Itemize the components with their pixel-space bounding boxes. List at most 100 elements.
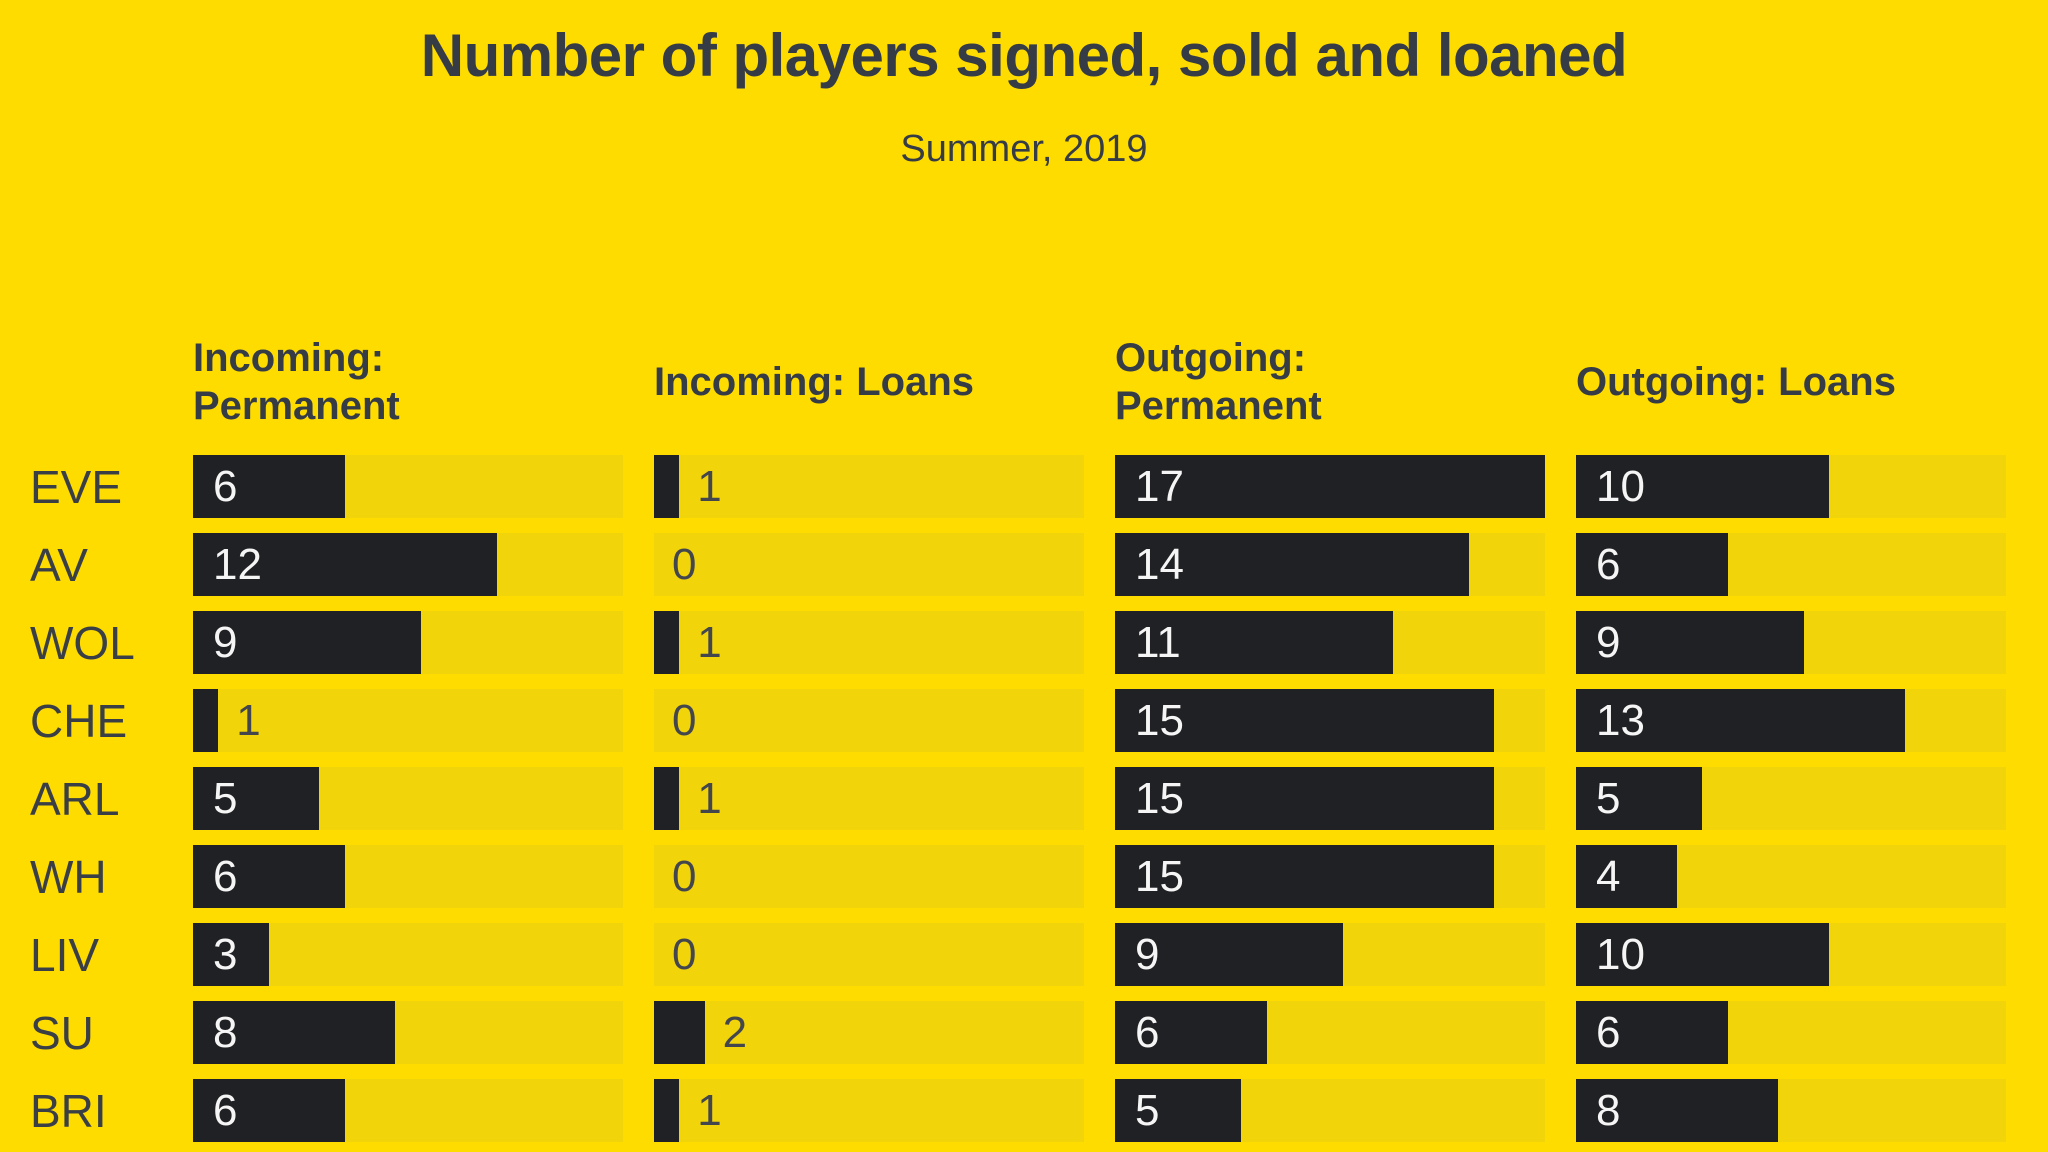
bar <box>193 533 497 596</box>
bar-track: 1 <box>654 611 1084 674</box>
bar-value-label: 0 <box>672 539 697 589</box>
bar <box>1115 923 1343 986</box>
bar-track: 2 <box>654 1001 1084 1064</box>
bar <box>193 1001 396 1064</box>
bar-track: 13 <box>1576 689 2006 752</box>
bar-value-label: 6 <box>213 1085 238 1135</box>
bar-track: 6 <box>1115 1001 1545 1064</box>
bar-value-label: 12 <box>213 539 262 589</box>
bar-track: 10 <box>1576 455 2006 518</box>
bar-track: 0 <box>654 923 1084 986</box>
chart-row: AV 12 0 14 6 <box>0 533 2048 596</box>
team-label: CHE <box>30 694 128 747</box>
chart-row: LIV 3 0 9 10 <box>0 923 2048 986</box>
team-label: EVE <box>30 460 123 513</box>
bar-track: 1 <box>654 455 1084 518</box>
column-header-outgoing-permanent: Outgoing: Permanent <box>1115 336 1322 428</box>
bar-value-label: 0 <box>672 695 697 745</box>
bar-track: 15 <box>1115 689 1545 752</box>
bar-track: 15 <box>1115 845 1545 908</box>
bar <box>1576 923 1829 986</box>
bar-track: 3 <box>193 923 623 986</box>
bar-track: 9 <box>1576 611 2006 674</box>
bar-value-label: 0 <box>672 929 697 979</box>
bar <box>193 455 345 518</box>
bar-value-label: 15 <box>1135 773 1184 823</box>
bar <box>1115 611 1394 674</box>
bar-value-label: 15 <box>1135 695 1184 745</box>
bar-track: 1 <box>654 767 1084 830</box>
bar-value-label: 6 <box>213 851 238 901</box>
column-header-incoming-loans: Incoming: Loans <box>654 360 974 404</box>
bar <box>654 1001 705 1064</box>
bar-value-label: 9 <box>213 617 238 667</box>
bar-value-label: 10 <box>1596 461 1645 511</box>
bar-value-label: 5 <box>213 773 238 823</box>
chart-row: EVE 6 1 17 10 <box>0 455 2048 518</box>
bar-track: 5 <box>1576 767 2006 830</box>
bar-track: 12 <box>193 533 623 596</box>
bar-value-label: 9 <box>1135 929 1160 979</box>
bar-value-label: 1 <box>697 461 722 511</box>
bar-value-label: 3 <box>213 929 238 979</box>
bar-value-label: 8 <box>213 1007 238 1057</box>
bar-value-label: 11 <box>1135 617 1181 667</box>
bar-value-label: 2 <box>722 1007 748 1057</box>
column-header-incoming-permanent: Incoming: Permanent <box>193 336 400 428</box>
bar-value-label: 17 <box>1135 461 1184 511</box>
chart-row: ARL 5 1 15 5 <box>0 767 2048 830</box>
bar <box>1576 845 1678 908</box>
bar-track: 9 <box>193 611 623 674</box>
bar <box>654 611 680 674</box>
bar-track: 9 <box>1115 923 1545 986</box>
bar-track: 6 <box>193 455 623 518</box>
chart-row: SU 8 2 6 6 <box>0 1001 2048 1064</box>
bar <box>654 455 680 518</box>
bar-track: 0 <box>654 533 1084 596</box>
bar-value-label: 1 <box>236 695 261 745</box>
bar-value-label: 13 <box>1596 695 1645 745</box>
bar-track: 6 <box>1576 1001 2006 1064</box>
bar <box>1115 533 1470 596</box>
team-label: WOL <box>30 616 135 669</box>
bar-track: 0 <box>654 689 1084 752</box>
bar-track: 1 <box>654 1079 1084 1142</box>
chart-row: WOL 9 1 11 9 <box>0 611 2048 674</box>
bar-track: 8 <box>193 1001 623 1064</box>
chart-rows: EVE 6 1 17 10 AV 12 0 14 6 WOL 9 1 11 9 CHE 1 0 15 13 ARL 5 1 1… <box>0 455 2048 1142</box>
team-label: ARL <box>30 772 120 825</box>
bar <box>1576 533 1728 596</box>
chart-row: WH 6 0 15 4 <box>0 845 2048 908</box>
bar-track: 15 <box>1115 767 1545 830</box>
bar-value-label: 6 <box>1135 1007 1160 1057</box>
bar <box>654 1079 680 1142</box>
column-headers: Incoming: Permanent Incoming: Loans Outg… <box>0 334 2048 430</box>
chart-subtitle: Summer, 2019 <box>900 128 1148 170</box>
bar-value-label: 4 <box>1596 851 1621 901</box>
bar <box>1576 611 1804 674</box>
bar-value-label: 15 <box>1135 851 1184 901</box>
bar <box>193 845 345 908</box>
team-label: WH <box>30 850 107 903</box>
bar <box>654 767 680 830</box>
team-label: AV <box>30 538 88 591</box>
bar-value-label: 10 <box>1596 929 1645 979</box>
bar-value-label: 1 <box>697 617 722 667</box>
bar-value-label: 5 <box>1596 773 1621 823</box>
column-header-outgoing-loans: Outgoing: Loans <box>1576 360 1896 404</box>
bar <box>193 1079 345 1142</box>
bar <box>1576 1079 1779 1142</box>
bar-track: 5 <box>193 767 623 830</box>
bar-track: 10 <box>1576 923 2006 986</box>
team-label: LIV <box>30 928 100 981</box>
bar-track: 11 <box>1115 611 1545 674</box>
bar <box>1115 845 1495 908</box>
bar-track: 14 <box>1115 533 1545 596</box>
team-label: SU <box>30 1006 94 1059</box>
bar <box>1576 1001 1728 1064</box>
bar-track: 8 <box>1576 1079 2006 1142</box>
bar-value-label: 6 <box>213 461 238 511</box>
bar-value-label: 5 <box>1135 1085 1160 1135</box>
bar-track: 1 <box>193 689 623 752</box>
bar-value-label: 14 <box>1135 539 1184 589</box>
